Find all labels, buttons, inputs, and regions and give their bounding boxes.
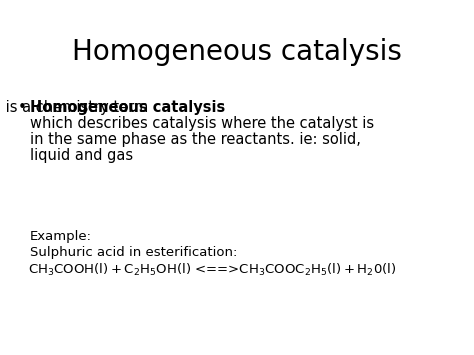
Text: Homogeneous catalysis: Homogeneous catalysis (72, 38, 402, 66)
Text: •: • (18, 100, 27, 115)
Text: Homogeneous catalysis: Homogeneous catalysis (0, 354, 1, 355)
Text: in the same phase as the reactants. ie: solid,: in the same phase as the reactants. ie: … (30, 132, 361, 147)
Text: liquid and gas: liquid and gas (30, 148, 133, 163)
Text: which describes catalysis where the catalyst is: which describes catalysis where the cata… (30, 116, 374, 131)
Text: Sulphuric acid in esterification:: Sulphuric acid in esterification: (30, 246, 237, 259)
Text: Homogeneous catalysis: Homogeneous catalysis (30, 100, 225, 115)
Text: Example:: Example: (30, 230, 92, 243)
Text: $\mathregular{CH_3COOH(l) + C_2H_5OH(l)}$ <==>$\mathregular{ CH_3COOC_2H_5(l) + : $\mathregular{CH_3COOH(l) + C_2H_5OH(l)}… (28, 262, 397, 278)
Text: is a chemistry term: is a chemistry term (1, 100, 148, 115)
